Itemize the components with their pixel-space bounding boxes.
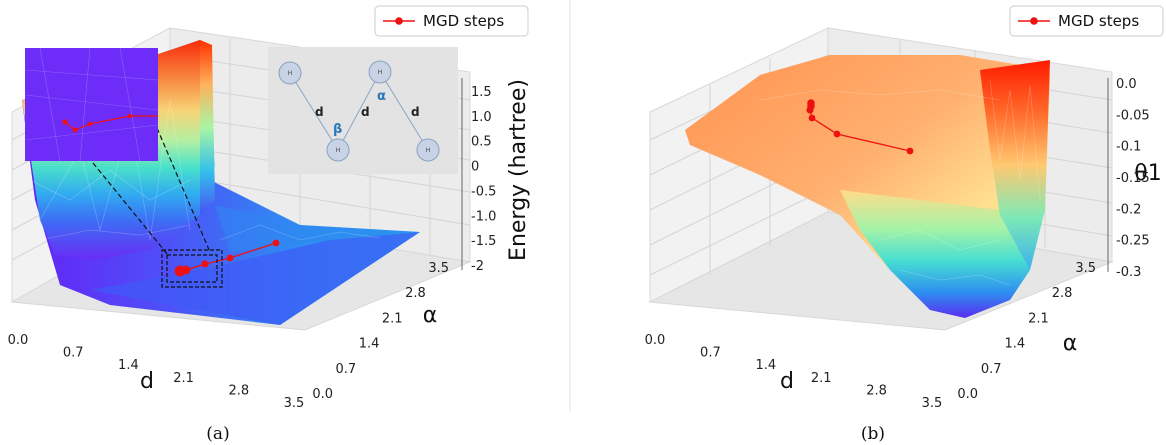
- x-tick-label: 2.8: [228, 383, 249, 398]
- panel-a-zoom-box-outer: [161, 249, 223, 288]
- svg-text:H: H: [378, 69, 383, 76]
- svg-text:H: H: [426, 147, 431, 154]
- x-tick-label: 0.7: [700, 346, 721, 361]
- bond-label: d: [361, 105, 370, 119]
- z-tick-label: -0.05: [1116, 108, 1150, 123]
- z-tick-label: 1.0: [471, 110, 492, 125]
- z-tick-label: 0.0: [1116, 77, 1137, 92]
- y-tick-label: 0.7: [336, 362, 357, 377]
- x-tick-label: 0.7: [63, 346, 84, 361]
- panel-a-z-axis-label: Energy (hartree): [506, 79, 531, 261]
- panel-a-legend: MGD steps: [374, 5, 529, 37]
- panel-a-zoom-connector-left: [92, 162, 169, 256]
- panel-b-z-axis-label: θ1: [1134, 161, 1161, 186]
- angle-beta-label: β: [333, 122, 342, 137]
- y-tick-label: 1.4: [359, 337, 380, 352]
- mgd-step-point: [833, 130, 841, 138]
- z-tick-label: 1.5: [471, 85, 492, 100]
- panel-a-zoom-inset: [24, 47, 159, 162]
- z-tick-label: -0.1: [1116, 140, 1141, 155]
- legend-marker-icon: [395, 17, 403, 25]
- y-tick-label: 2.8: [405, 286, 426, 301]
- mgd-step-point: [808, 114, 816, 122]
- y-tick-label: 2.1: [382, 311, 403, 326]
- legend-marker-icon: [1030, 17, 1038, 25]
- panel-a-zoom-connector-right: [156, 127, 211, 253]
- mgd-step-point: [174, 265, 186, 277]
- panel-b-x-ticks: 0.0 0.7 1.4 2.1 2.8 3.5: [645, 333, 943, 411]
- panel-b-y-axis-label: α: [1063, 331, 1078, 356]
- mgd-step-point: [807, 99, 815, 107]
- panel-b-legend-label: MGD steps: [1058, 12, 1139, 30]
- panel-b-x-axis-label: d: [780, 369, 794, 394]
- svg-text:H: H: [288, 70, 293, 77]
- panel-a: H H H H d d d α β 1.5 1.0 0.5 0 -0.5 -1.0 -1.5…: [8, 5, 531, 444]
- hydrogen-atom-icon: H: [368, 60, 392, 84]
- y-tick-label: 3.5: [428, 261, 449, 276]
- panel-b-caption: (b): [861, 424, 885, 444]
- panel-a-x-axis-label: d: [140, 369, 154, 394]
- bond-label: d: [315, 105, 324, 119]
- x-tick-label: 2.1: [811, 371, 832, 386]
- y-tick-label: 2.1: [1028, 311, 1049, 326]
- panel-b-mgd-points: [806, 99, 914, 155]
- panel-a-x-ticks: 0.0 0.7 1.4 2.1 2.8 3.5: [8, 333, 305, 411]
- hydrogen-atom-icon: H: [278, 61, 302, 85]
- z-tick-label: -1.0: [471, 209, 496, 224]
- x-tick-label: 3.5: [922, 396, 943, 411]
- z-tick-label: 0.5: [471, 135, 492, 150]
- y-tick-label: 3.5: [1075, 261, 1096, 276]
- panel-a-z-ticks: 1.5 1.0 0.5 0 -0.5 -1.0 -1.5 -2: [471, 85, 496, 274]
- panel-b: 0.0-0.05-0.1-0.15-0.2-0.25-0.3 θ1 0.00.7…: [645, 5, 1164, 444]
- svg-text:H: H: [336, 147, 341, 154]
- panel-b-y-ticks: 0.00.71.42.12.83.5: [957, 261, 1096, 402]
- x-tick-label: 2.8: [866, 383, 887, 398]
- hydrogen-atom-icon: H: [416, 138, 440, 162]
- panel-a-caption: (a): [206, 424, 229, 444]
- angle-alpha-label: α: [377, 89, 386, 104]
- z-tick-label: -1.5: [471, 234, 496, 249]
- z-tick-label: -0.5: [471, 184, 496, 199]
- y-tick-label: 1.4: [1005, 337, 1026, 352]
- panel-b-surface: [685, 55, 1050, 318]
- hydrogen-atom-icon: H: [326, 138, 350, 162]
- panel-a-y-ticks: 0.00.71.42.12.83.5: [312, 261, 449, 402]
- x-tick-label: 0.0: [8, 333, 29, 348]
- z-tick-label: 0: [471, 160, 479, 175]
- z-tick-label: -0.15: [1116, 171, 1150, 186]
- y-tick-label: 0.0: [957, 387, 978, 402]
- panel-a-molecule-inset: H H H H d d d α β: [268, 47, 458, 174]
- z-tick-label: -2: [471, 259, 484, 274]
- z-tick-label: -0.3: [1116, 265, 1141, 280]
- x-tick-label: 1.4: [755, 358, 776, 373]
- x-tick-label: 3.5: [284, 396, 305, 411]
- z-tick-label: -0.2: [1116, 202, 1141, 217]
- panel-b-legend: MGD steps: [1009, 5, 1164, 37]
- panel-a-y-axis-label: α: [423, 303, 438, 328]
- panel-a-zoom-box-inner: [166, 254, 218, 283]
- bond-label: d: [411, 105, 420, 119]
- y-tick-label: 0.0: [312, 387, 333, 402]
- z-tick-label: -0.25: [1116, 234, 1150, 249]
- panel-b-z-ticks: 0.0 -0.05 -0.1 -0.15 -0.2 -0.25 -0.3: [1116, 77, 1150, 280]
- x-tick-label: 0.0: [645, 333, 666, 348]
- y-tick-label: 2.8: [1052, 286, 1073, 301]
- mgd-step-point: [272, 239, 280, 247]
- x-tick-label: 1.4: [118, 358, 139, 373]
- mgd-step-point: [906, 147, 914, 155]
- mgd-step-point: [201, 260, 209, 268]
- panel-a-mgd-points: [174, 239, 280, 277]
- panel-a-legend-label: MGD steps: [423, 12, 504, 30]
- x-tick-label: 2.1: [173, 371, 194, 386]
- y-tick-label: 0.7: [981, 362, 1002, 377]
- mgd-step-point: [226, 254, 234, 262]
